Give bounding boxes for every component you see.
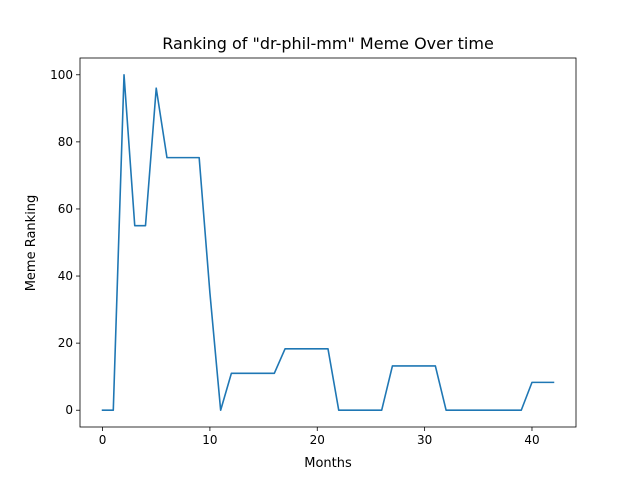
x-axis-label: Months <box>304 456 352 471</box>
y-tick-label: 20 <box>58 336 73 350</box>
y-tick-label: 60 <box>58 202 73 216</box>
y-tick-label: 80 <box>58 135 73 149</box>
x-tick-label: 20 <box>310 433 325 447</box>
x-tick-label: 10 <box>202 433 217 447</box>
y-tick-label: 40 <box>58 269 73 283</box>
y-tick-label: 100 <box>50 68 73 82</box>
y-tick-label: 0 <box>65 403 73 417</box>
x-tick-label: 0 <box>99 433 107 447</box>
chart-title: Ranking of "dr-phil-mm" Meme Over time <box>162 34 494 53</box>
x-tick-label: 40 <box>524 433 539 447</box>
x-tick-label: 30 <box>417 433 432 447</box>
y-axis-label: Meme Ranking <box>24 195 39 292</box>
